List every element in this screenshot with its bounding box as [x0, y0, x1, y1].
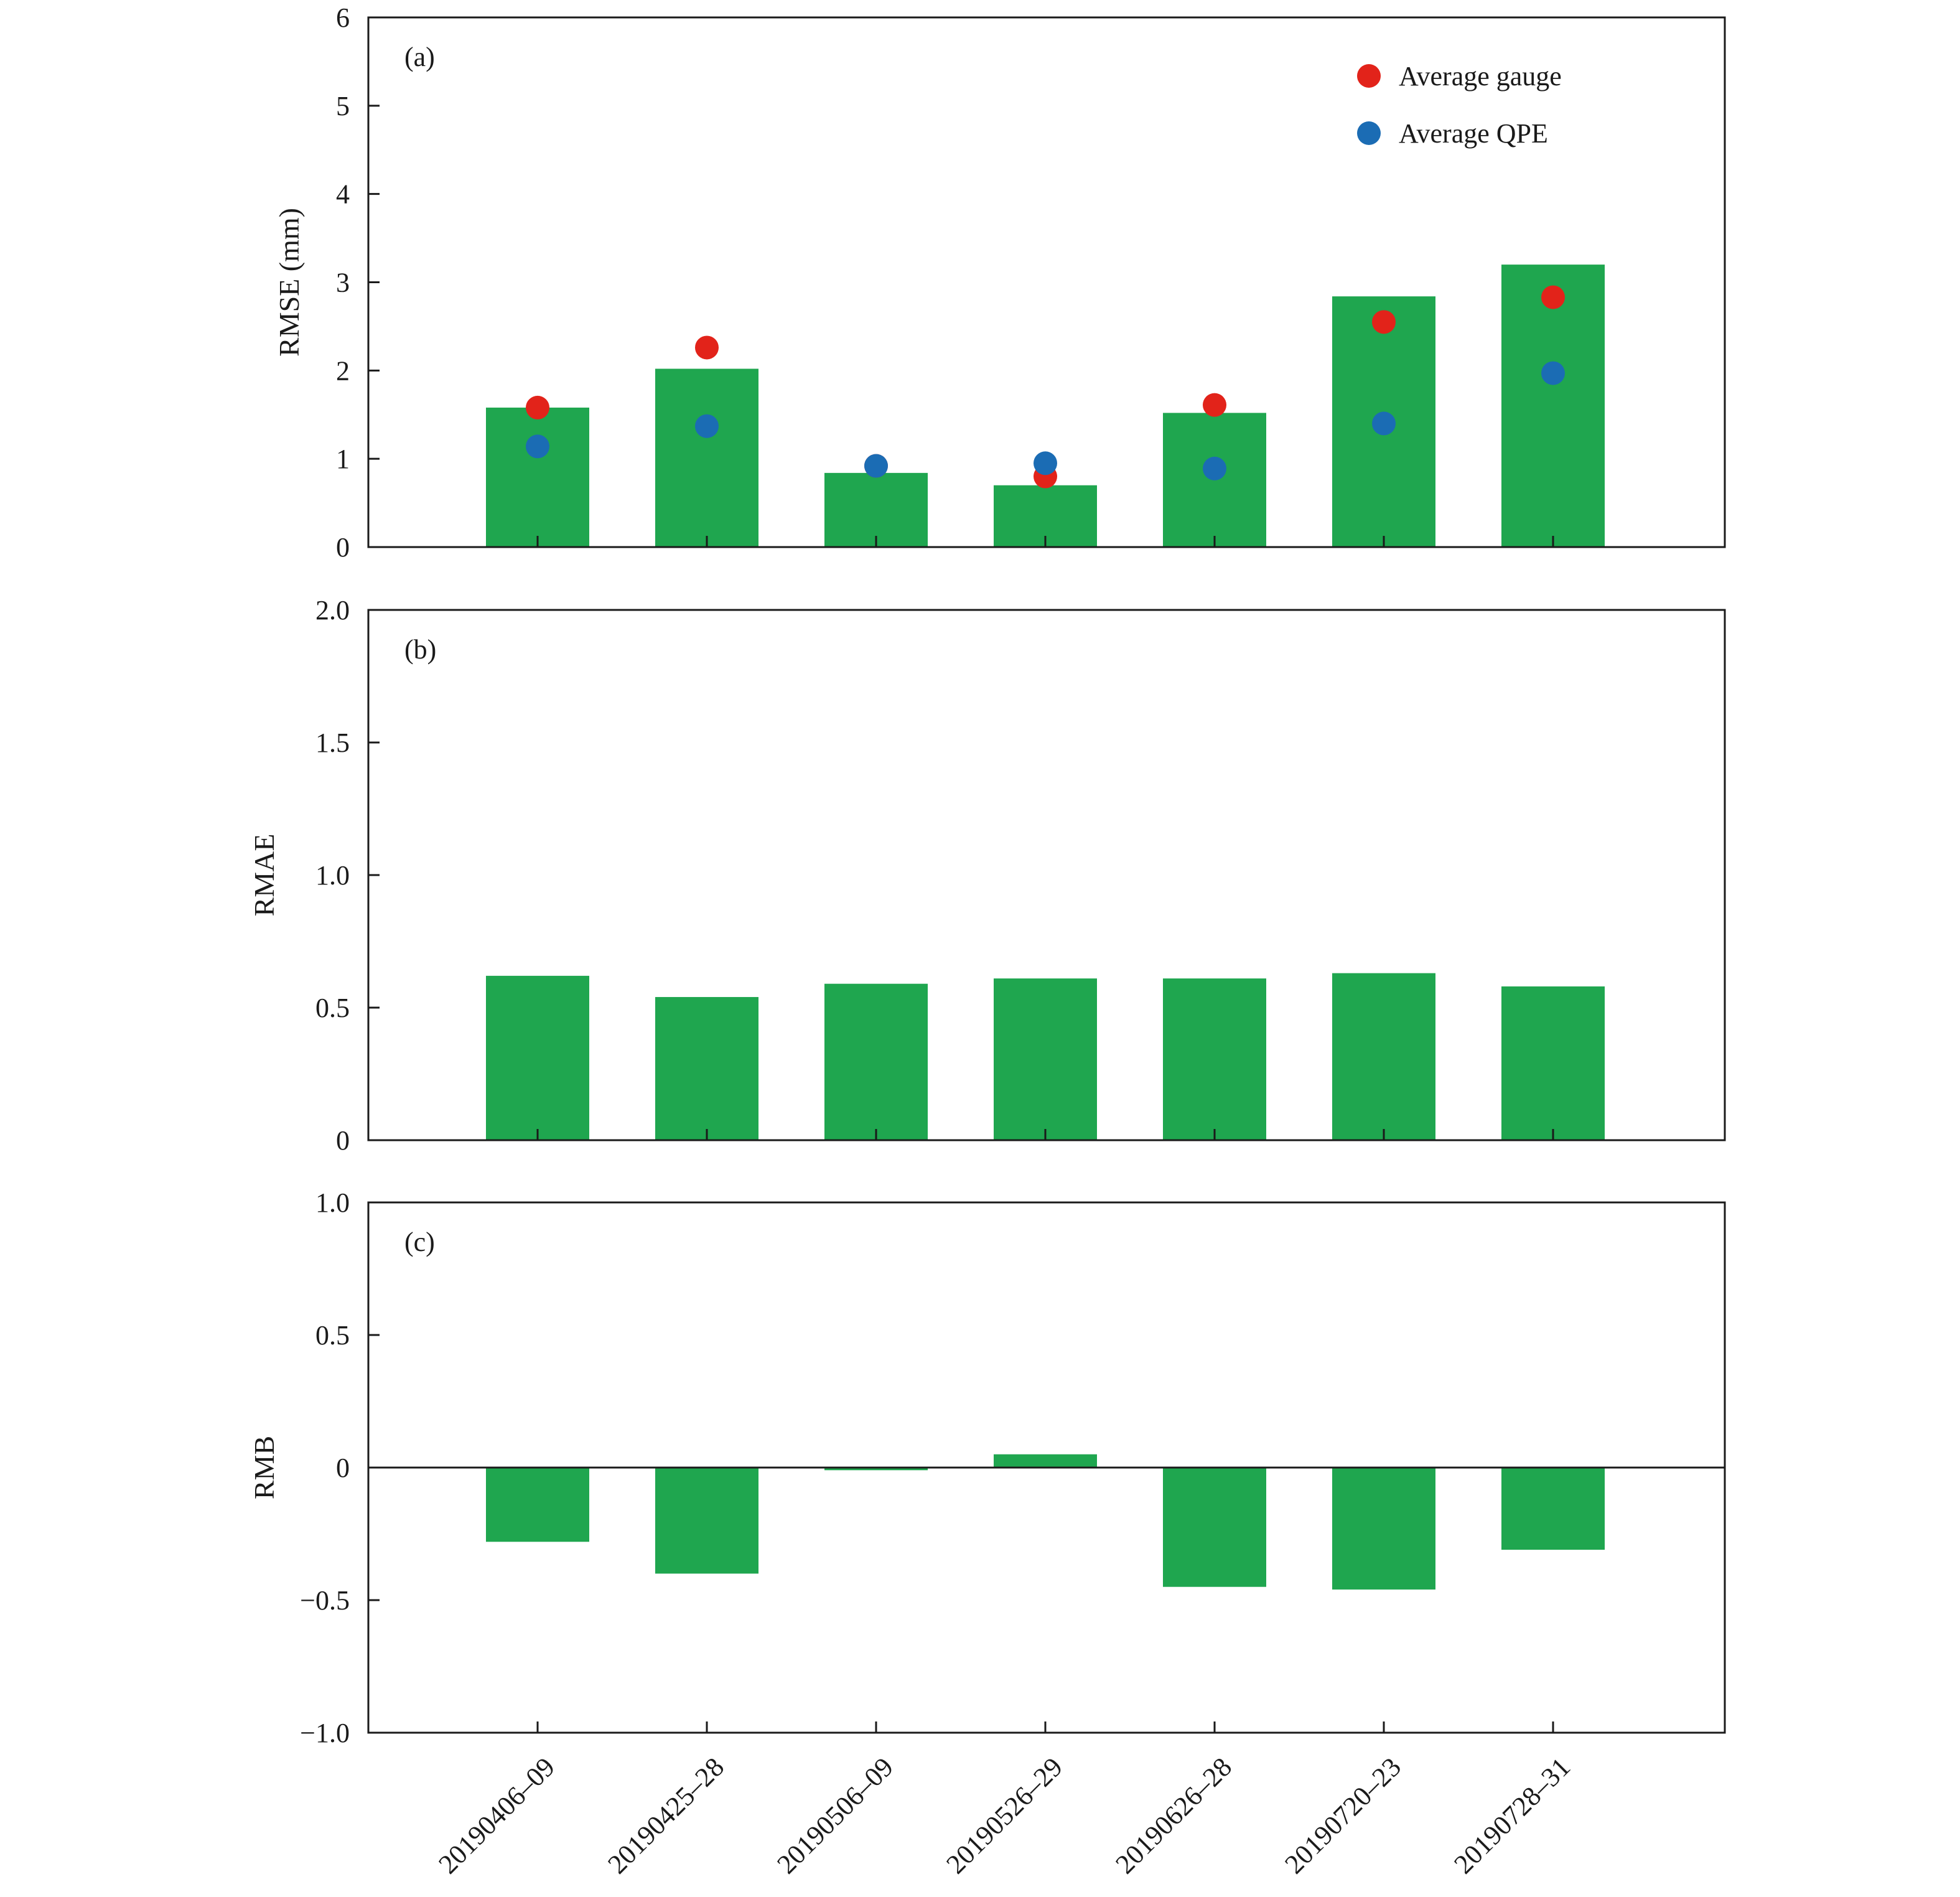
panel-label: (a) — [404, 42, 435, 72]
bar-a-0 — [486, 407, 589, 547]
y-tick-label: 0 — [336, 1453, 350, 1483]
bar-group — [486, 1454, 1605, 1590]
bar-c-3 — [994, 1454, 1097, 1468]
panel-label: (c) — [404, 1227, 435, 1257]
point-gauge-0 — [526, 395, 549, 419]
y-tick-label: −0.5 — [300, 1585, 350, 1616]
x-tick-label: 20190626–28 — [1109, 1751, 1238, 1880]
panel-c: −1.0 −0.5 0 0.5 1.0 RMB (c) — [248, 1187, 1726, 1748]
series-average-qpe — [526, 361, 1565, 480]
point-qpe-2 — [864, 454, 888, 478]
point-gauge-1 — [695, 335, 719, 360]
bar-a-2 — [824, 472, 928, 547]
x-axis-labels: 20190406–09 20190425–28 20190506–09 2019052… — [432, 1751, 1576, 1880]
bar-group — [486, 973, 1605, 1140]
y-tick-label: 1 — [336, 444, 350, 474]
bar-b-1 — [655, 996, 758, 1140]
point-qpe-3 — [1034, 451, 1057, 475]
point-qpe-4 — [1203, 456, 1226, 480]
legend-label-qpe: Average QPE — [1399, 118, 1548, 149]
bar-c-5 — [1332, 1468, 1435, 1590]
bar-b-4 — [1163, 978, 1266, 1140]
x-tick-label: 20190526–29 — [940, 1751, 1068, 1880]
legend-marker-gauge — [1357, 64, 1381, 88]
bar-c-4 — [1163, 1468, 1266, 1587]
point-qpe-0 — [526, 434, 549, 459]
y-tick-label: 1.5 — [315, 728, 350, 758]
point-qpe-5 — [1372, 411, 1396, 436]
x-tick-label: 20190720–23 — [1279, 1751, 1407, 1880]
bar-a-6 — [1501, 265, 1605, 547]
panel-b: 0 0.5 1.0 1.5 2.0 RMAE (b) — [248, 595, 1726, 1156]
panel-a: Average gauge Average QPE 0 1 2 3 4 5 6 RMSE (mm)… — [273, 2, 1726, 563]
point-qpe-1 — [695, 414, 719, 438]
y-tick-label: 0.5 — [315, 993, 350, 1023]
bar-group — [486, 265, 1605, 547]
legend-label-gauge: Average gauge — [1399, 61, 1562, 91]
point-gauge-5 — [1372, 310, 1396, 334]
y-tick-label: 1.0 — [315, 1187, 350, 1218]
bar-c-2 — [824, 1468, 928, 1471]
y-tick-label: 3 — [336, 268, 350, 298]
bar-b-6 — [1501, 986, 1605, 1140]
bar-b-3 — [994, 978, 1097, 1140]
bar-a-1 — [655, 368, 758, 547]
x-tick-label: 20190728–31 — [1448, 1751, 1576, 1880]
y-tick-label: −1.0 — [300, 1718, 350, 1748]
bar-c-1 — [655, 1468, 758, 1574]
y-axis-label: RMSE (mm) — [273, 208, 305, 357]
point-gauge-6 — [1541, 285, 1565, 309]
y-tick-label: 0 — [336, 532, 350, 563]
bar-c-0 — [486, 1468, 589, 1542]
point-gauge-4 — [1203, 393, 1226, 417]
y-axis-label: RMB — [248, 1436, 280, 1499]
point-qpe-6 — [1541, 361, 1565, 385]
y-tick-label: 2 — [336, 355, 350, 386]
y-tick-label: 0 — [336, 1125, 350, 1156]
y-tick-label: 4 — [336, 179, 350, 210]
bar-b-5 — [1332, 973, 1435, 1140]
y-axis-label: RMAE — [248, 834, 280, 917]
bar-c-6 — [1501, 1468, 1605, 1550]
panel-label: (b) — [404, 634, 436, 665]
y-tick-label: 2.0 — [315, 595, 350, 625]
legend-marker-qpe — [1357, 121, 1381, 145]
bar-b-0 — [486, 975, 589, 1140]
y-tick-label: 5 — [336, 91, 350, 121]
x-tick-label: 20190506–09 — [771, 1751, 899, 1880]
y-tick-label: 1.0 — [315, 860, 350, 891]
bar-b-2 — [824, 983, 928, 1140]
y-tick-label: 0.5 — [315, 1320, 350, 1351]
legend: Average gauge Average QPE — [1357, 61, 1562, 149]
y-tick-label: 6 — [336, 2, 350, 33]
x-tick-label: 20190406–09 — [432, 1751, 561, 1880]
x-tick-label: 20190425–28 — [602, 1751, 730, 1880]
series-average-gauge — [526, 285, 1565, 489]
